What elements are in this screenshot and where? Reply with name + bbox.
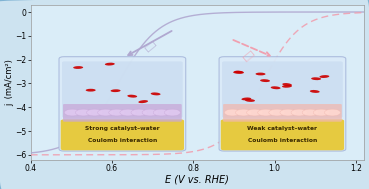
Ellipse shape: [64, 109, 80, 116]
Ellipse shape: [269, 109, 285, 116]
Ellipse shape: [164, 109, 180, 116]
Text: Weak catalyst–water: Weak catalyst–water: [248, 126, 317, 131]
Text: Coulomb interaction: Coulomb interaction: [248, 139, 317, 143]
Ellipse shape: [313, 109, 330, 116]
Ellipse shape: [280, 109, 296, 116]
FancyBboxPatch shape: [59, 57, 186, 151]
Ellipse shape: [75, 109, 92, 116]
Ellipse shape: [282, 83, 292, 86]
FancyBboxPatch shape: [63, 104, 182, 122]
Ellipse shape: [258, 109, 274, 116]
Ellipse shape: [153, 109, 169, 116]
Ellipse shape: [256, 73, 266, 75]
Ellipse shape: [282, 85, 292, 88]
Ellipse shape: [241, 98, 251, 100]
Ellipse shape: [138, 100, 148, 103]
Ellipse shape: [302, 109, 318, 116]
Ellipse shape: [320, 75, 329, 78]
Ellipse shape: [260, 79, 270, 82]
FancyBboxPatch shape: [62, 61, 183, 118]
Ellipse shape: [246, 109, 263, 116]
Ellipse shape: [233, 71, 243, 74]
Ellipse shape: [109, 109, 125, 116]
Ellipse shape: [311, 77, 321, 80]
Text: Strong catalyst–water: Strong catalyst–water: [85, 126, 160, 131]
FancyBboxPatch shape: [61, 119, 184, 150]
Y-axis label: j  (mA/cm²): j (mA/cm²): [5, 59, 14, 106]
Ellipse shape: [73, 66, 83, 69]
Ellipse shape: [105, 63, 115, 66]
Ellipse shape: [98, 109, 114, 116]
Text: 》: 》: [242, 47, 256, 61]
Ellipse shape: [131, 109, 147, 116]
X-axis label: E (V vs. RHE): E (V vs. RHE): [165, 174, 230, 184]
Ellipse shape: [291, 109, 307, 116]
Ellipse shape: [142, 109, 158, 116]
FancyBboxPatch shape: [222, 61, 343, 118]
Ellipse shape: [120, 109, 136, 116]
Text: Coulomb interaction: Coulomb interaction: [88, 139, 157, 143]
Ellipse shape: [111, 89, 121, 92]
Ellipse shape: [324, 109, 341, 116]
Ellipse shape: [224, 109, 241, 116]
Ellipse shape: [86, 89, 96, 92]
Text: 》: 》: [142, 40, 156, 54]
FancyBboxPatch shape: [221, 119, 344, 150]
FancyBboxPatch shape: [219, 57, 346, 151]
Ellipse shape: [310, 90, 320, 93]
Ellipse shape: [127, 95, 137, 98]
Ellipse shape: [234, 71, 244, 74]
Ellipse shape: [245, 99, 255, 102]
Ellipse shape: [151, 92, 161, 95]
FancyBboxPatch shape: [223, 104, 342, 122]
Ellipse shape: [87, 109, 103, 116]
Ellipse shape: [271, 86, 280, 89]
Ellipse shape: [235, 109, 252, 116]
